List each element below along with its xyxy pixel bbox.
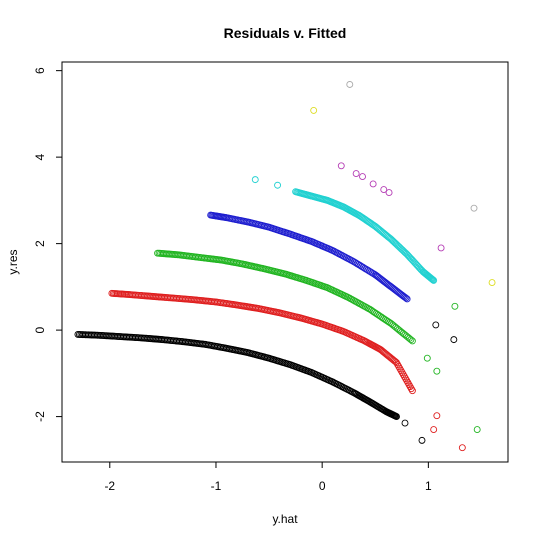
- y-axis-label: y.res: [6, 249, 20, 274]
- data-point: [430, 276, 438, 284]
- y-tick-label: -2: [33, 411, 47, 422]
- data-point: [390, 357, 398, 365]
- y-tick-label: 2: [33, 240, 47, 247]
- data-point: [423, 354, 431, 362]
- data-point: [408, 337, 416, 345]
- data-point: [310, 106, 318, 114]
- data-point: [359, 173, 366, 181]
- data-point: [429, 276, 437, 284]
- data-point: [433, 412, 441, 420]
- data-point: [415, 263, 422, 271]
- x-tick-label: 0: [319, 479, 326, 493]
- data-points: [74, 81, 496, 452]
- data-point: [407, 254, 414, 262]
- x-tick-label: 1: [425, 479, 432, 493]
- x-axis-label: y.hat: [272, 512, 298, 526]
- x-axis: -2 -1 0 1: [104, 461, 432, 493]
- data-point: [409, 257, 417, 265]
- data-point: [404, 252, 412, 260]
- data-point: [473, 426, 481, 434]
- data-point: [403, 295, 411, 303]
- data-point: [451, 302, 459, 310]
- x-tick-label: -1: [211, 479, 222, 493]
- plot-frame: [61, 61, 509, 463]
- data-point: [380, 186, 388, 194]
- data-point: [337, 162, 345, 170]
- data-point: [427, 275, 435, 282]
- data-point: [405, 253, 413, 261]
- data-point: [488, 279, 496, 286]
- y-tick-label: 0: [33, 326, 47, 333]
- data-point: [432, 321, 440, 329]
- data-point: [450, 336, 458, 344]
- data-point: [410, 258, 418, 266]
- y-axis: -2 0 2 4 6: [33, 67, 63, 422]
- data-point: [401, 419, 409, 427]
- data-point: [413, 262, 421, 269]
- data-point: [408, 255, 416, 263]
- data-point: [402, 294, 410, 302]
- data-point: [352, 170, 360, 178]
- data-point: [408, 387, 416, 395]
- x-tick-label: -2: [104, 479, 115, 493]
- data-point: [418, 436, 426, 444]
- data-point: [430, 426, 438, 434]
- chart-title: Residuals v. Fitted: [224, 25, 347, 41]
- data-point: [470, 204, 478, 212]
- data-point: [416, 264, 424, 272]
- data-point: [458, 444, 466, 452]
- data-point: [369, 180, 377, 188]
- data-point: [433, 367, 441, 375]
- data-point: [407, 336, 415, 344]
- data-point: [428, 275, 436, 283]
- data-point: [385, 189, 393, 197]
- data-point: [412, 260, 420, 268]
- data-point: [401, 293, 409, 301]
- data-point: [393, 413, 400, 421]
- data-point: [437, 244, 445, 252]
- y-tick-label: 4: [33, 153, 47, 160]
- data-point: [403, 250, 411, 258]
- data-point: [402, 249, 410, 257]
- data-point: [346, 81, 354, 88]
- data-point: [274, 181, 282, 189]
- data-point: [411, 259, 419, 267]
- y-tick-label: 6: [33, 67, 47, 74]
- data-point: [251, 176, 259, 184]
